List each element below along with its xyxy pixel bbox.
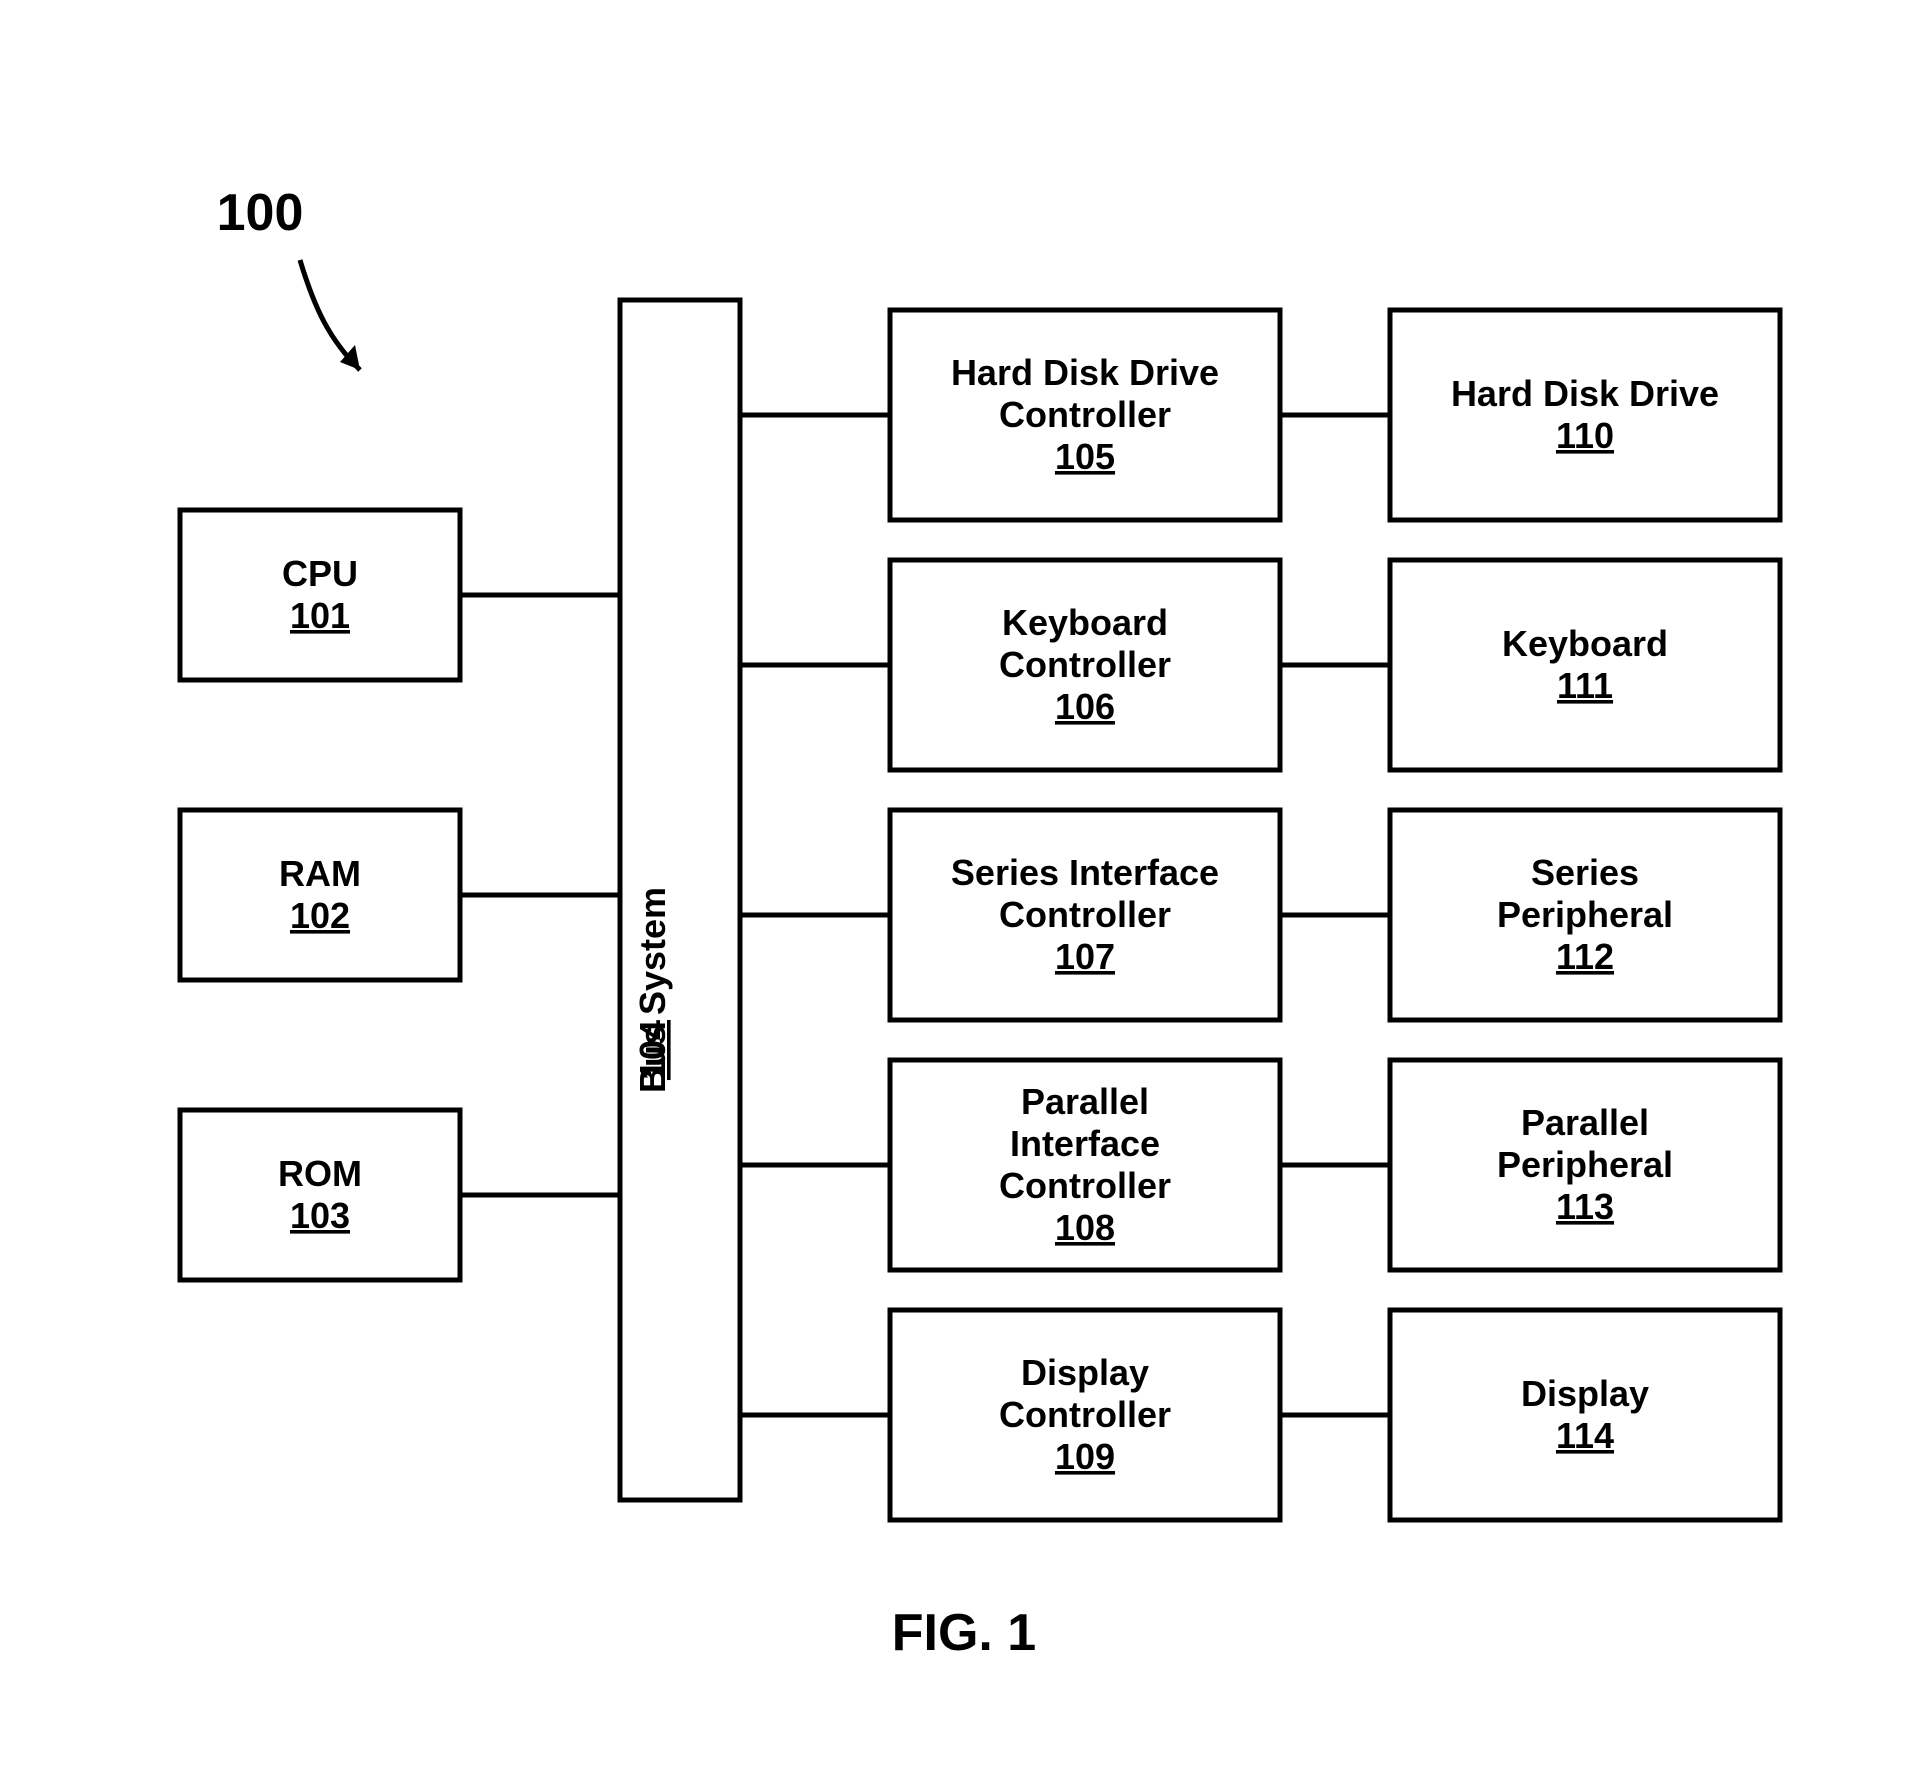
- hdd-ctrl-block: Hard Disk DriveController105: [890, 310, 1280, 520]
- ram-block: RAM102: [180, 810, 460, 980]
- hdd-ref: 110: [1556, 415, 1614, 456]
- kbd-ctrl-label: Keyboard: [1002, 602, 1168, 643]
- svg-text:100: 100: [217, 184, 304, 242]
- series-dev-block: SeriesPeripheral112: [1390, 810, 1780, 1020]
- kbd-ctrl-block: KeyboardController106: [890, 560, 1280, 770]
- kbd-ref: 111: [1557, 665, 1613, 706]
- series-dev-label: Series: [1531, 852, 1639, 893]
- rom-ref: 103: [290, 1195, 350, 1236]
- series-ctrl-label: Series Interface: [951, 852, 1219, 893]
- kbd-label: Keyboard: [1502, 623, 1668, 664]
- parallel-dev-label: Parallel: [1521, 1102, 1649, 1143]
- kbd-ctrl-label: Controller: [999, 644, 1171, 685]
- parallel-ctrl-label: Controller: [999, 1165, 1171, 1206]
- figure-reference: 100: [217, 184, 360, 370]
- parallel-ctrl-ref: 108: [1055, 1207, 1115, 1248]
- series-ctrl-block: Series InterfaceController107: [890, 810, 1280, 1020]
- hdd-ctrl-label: Hard Disk Drive: [951, 352, 1219, 393]
- parallel-ctrl-block: ParallelInterfaceController108: [890, 1060, 1280, 1270]
- cpu-block: CPU101: [180, 510, 460, 680]
- parallel-dev-label: Peripheral: [1497, 1144, 1673, 1185]
- kbd-block: Keyboard111: [1390, 560, 1780, 770]
- rom-label: ROM: [278, 1153, 362, 1194]
- bus-system-block: Bus System104: [620, 300, 740, 1500]
- cpu-label: CPU: [282, 553, 358, 594]
- kbd-ctrl-ref: 106: [1055, 686, 1115, 727]
- display-dev-block: Display114: [1390, 1310, 1780, 1520]
- rom-block: ROM103: [180, 1110, 460, 1280]
- bus-ref: 104: [632, 1020, 673, 1080]
- series-dev-label: Peripheral: [1497, 894, 1673, 935]
- display-ctrl-label: Controller: [999, 1394, 1171, 1435]
- display-dev-label: Display: [1521, 1373, 1649, 1414]
- series-dev-ref: 112: [1556, 936, 1614, 977]
- hdd-ctrl-ref: 105: [1055, 436, 1115, 477]
- hdd-label: Hard Disk Drive: [1451, 373, 1719, 414]
- display-ctrl-ref: 109: [1055, 1436, 1115, 1477]
- system-block-diagram: 100 Bus System104 CPU101 RAM102 ROM103 Hard D…: [0, 0, 1929, 1769]
- series-ctrl-label: Controller: [999, 894, 1171, 935]
- parallel-ctrl-label: Parallel: [1021, 1081, 1149, 1122]
- cpu-ref: 101: [290, 595, 350, 636]
- series-ctrl-ref: 107: [1055, 936, 1115, 977]
- parallel-ctrl-label: Interface: [1010, 1123, 1160, 1164]
- display-dev-ref: 114: [1556, 1415, 1614, 1456]
- parallel-dev-ref: 113: [1556, 1186, 1614, 1227]
- hdd-ctrl-label: Controller: [999, 394, 1171, 435]
- display-ctrl-label: Display: [1021, 1352, 1149, 1393]
- parallel-dev-block: ParallelPeripheral113: [1390, 1060, 1780, 1270]
- ram-label: RAM: [279, 853, 361, 894]
- display-ctrl-block: DisplayController109: [890, 1310, 1280, 1520]
- ram-ref: 102: [290, 895, 350, 936]
- hdd-block: Hard Disk Drive110: [1390, 310, 1780, 520]
- figure-caption: FIG. 1: [892, 1604, 1036, 1662]
